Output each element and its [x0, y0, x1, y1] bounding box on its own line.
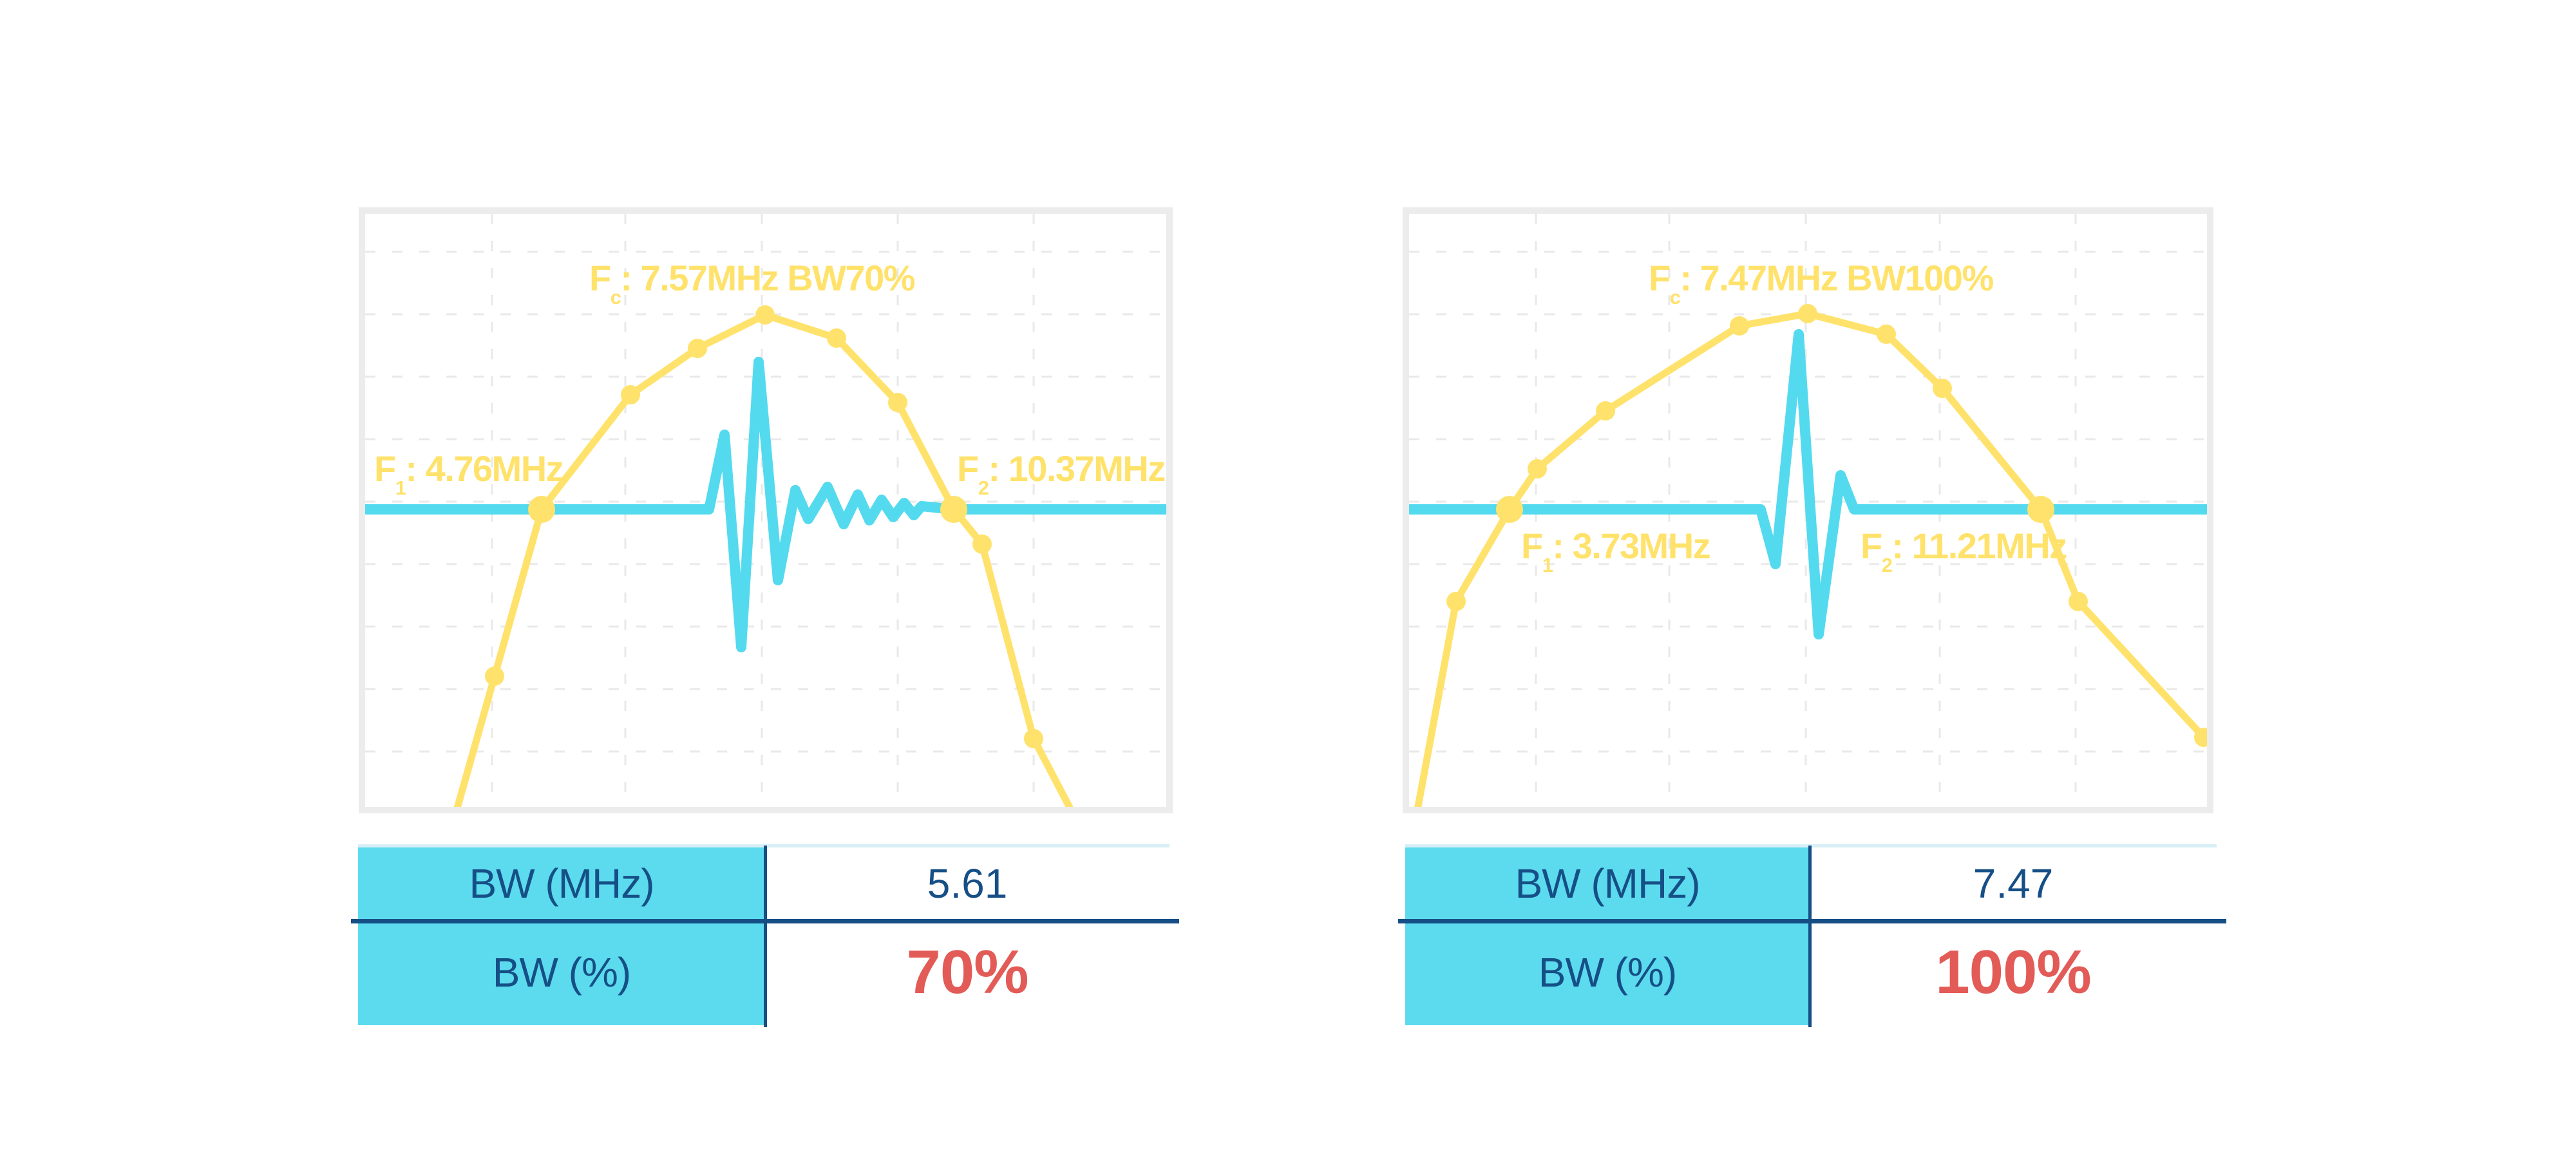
spectrum-pulse-chart-bw100 [1409, 214, 2207, 807]
bw-pct-label: BW (%) [358, 919, 765, 1025]
f1-annotation-left: F1: 4.76MHz [374, 448, 564, 499]
table-divider-horizontal [1398, 919, 2226, 923]
table-row: BW (MHz) 5.61 [358, 847, 1170, 919]
fc-annotation-right: Fc: 7.47MHz BW100% [1649, 258, 1994, 308]
table-divider-vertical [1808, 846, 1812, 1027]
f2-annotation-left: F2: 10.37MHz [957, 448, 1166, 499]
bw-mhz-label: BW (MHz) [358, 847, 765, 919]
bw-table-right: BW (MHz) 7.47 BW (%) 100% [1405, 844, 2217, 1025]
bw-pct-value: 100% [1935, 937, 2092, 1007]
spectrum-pulse-chart-bw70 [365, 214, 1166, 807]
table-row: BW (%) 100% [1405, 919, 2217, 1025]
chart-panel-bw70 [359, 207, 1173, 813]
fc-annotation-left: Fc: 7.57MHz BW70% [589, 258, 916, 308]
table-row: BW (%) 70% [358, 919, 1170, 1025]
table-row: BW (MHz) 7.47 [1405, 847, 2217, 919]
f1-annotation-right: F1: 3.73MHz [1521, 525, 1711, 576]
bw-mhz-value: 5.61 [927, 860, 1008, 907]
bw-mhz-value: 7.47 [1973, 860, 2054, 907]
table-divider-vertical [764, 846, 767, 1027]
bw-pct-label: BW (%) [1405, 919, 1810, 1025]
f2-annotation-right: F2: 11.21MHz [1861, 525, 2067, 576]
bw-mhz-label: BW (MHz) [1405, 847, 1810, 919]
bw-pct-value: 70% [906, 937, 1028, 1007]
chart-panel-bw100 [1403, 207, 2213, 813]
